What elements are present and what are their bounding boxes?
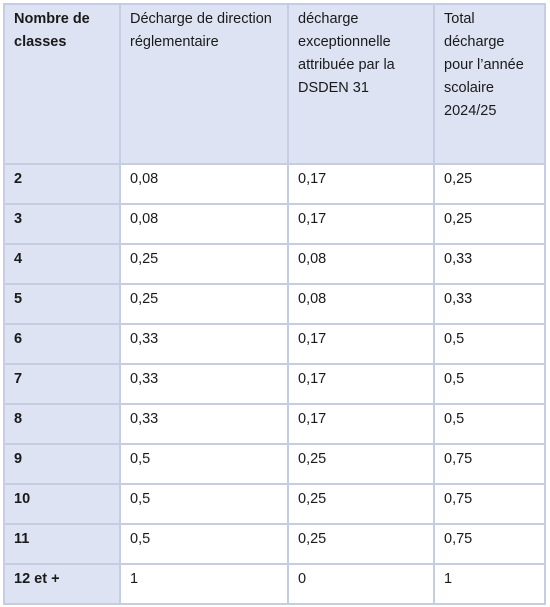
cell-exceptionnelle: 0,25 [287, 483, 435, 525]
cell-total: 0,75 [433, 443, 546, 485]
cell-total: 0,5 [433, 403, 546, 445]
cell-exceptionnelle: 0,17 [287, 363, 435, 405]
cell-reglementaire: 0,08 [119, 203, 289, 245]
header-row: Nombre de classes Décharge de direction … [3, 3, 546, 165]
cell-total: 0,33 [433, 283, 546, 325]
cell-classes: 9 [3, 443, 121, 485]
cell-reglementaire: 0,25 [119, 283, 289, 325]
cell-reglementaire: 0,5 [119, 523, 289, 565]
header-decharge-exceptionnelle: décharge exceptionnelle attribuée par la… [287, 3, 435, 165]
table-row: 4 0,25 0,08 0,33 [3, 243, 546, 285]
header-total-decharge: Total décharge pour l’année scolaire 202… [433, 3, 546, 165]
table-row: 9 0,5 0,25 0,75 [3, 443, 546, 485]
header-decharge-reglementaire: Décharge de direction réglementaire [119, 3, 289, 165]
cell-exceptionnelle: 0,25 [287, 443, 435, 485]
table-row: 3 0,08 0,17 0,25 [3, 203, 546, 245]
cell-classes: 12 et + [3, 563, 121, 605]
cell-classes: 10 [3, 483, 121, 525]
cell-exceptionnelle: 0,17 [287, 163, 435, 205]
cell-exceptionnelle: 0,08 [287, 283, 435, 325]
cell-exceptionnelle: 0,17 [287, 323, 435, 365]
table-header: Nombre de classes Décharge de direction … [3, 3, 546, 165]
cell-exceptionnelle: 0,17 [287, 203, 435, 245]
cell-reglementaire: 0,33 [119, 323, 289, 365]
cell-total: 0,25 [433, 163, 546, 205]
table-row: 2 0,08 0,17 0,25 [3, 163, 546, 205]
cell-total: 0,75 [433, 523, 546, 565]
table-row: 6 0,33 0,17 0,5 [3, 323, 546, 365]
cell-total: 0,33 [433, 243, 546, 285]
cell-classes: 7 [3, 363, 121, 405]
cell-exceptionnelle: 0,08 [287, 243, 435, 285]
table-row: 12 et + 1 0 1 [3, 563, 546, 605]
cell-classes: 8 [3, 403, 121, 445]
table-row: 7 0,33 0,17 0,5 [3, 363, 546, 405]
cell-classes: 4 [3, 243, 121, 285]
cell-total: 0,5 [433, 323, 546, 365]
decharge-table: Nombre de classes Décharge de direction … [3, 3, 546, 605]
table-row: 11 0,5 0,25 0,75 [3, 523, 546, 565]
cell-classes: 3 [3, 203, 121, 245]
cell-exceptionnelle: 0,17 [287, 403, 435, 445]
cell-classes: 6 [3, 323, 121, 365]
cell-reglementaire: 1 [119, 563, 289, 605]
cell-reglementaire: 0,5 [119, 443, 289, 485]
table-body: 2 0,08 0,17 0,25 3 0,08 0,17 0,25 4 0,25… [3, 163, 546, 605]
cell-exceptionnelle: 0,25 [287, 523, 435, 565]
cell-classes: 2 [3, 163, 121, 205]
cell-total: 0,25 [433, 203, 546, 245]
cell-exceptionnelle: 0 [287, 563, 435, 605]
cell-total: 0,75 [433, 483, 546, 525]
cell-reglementaire: 0,33 [119, 363, 289, 405]
header-nombre-classes: Nombre de classes [3, 3, 121, 165]
cell-total: 0,5 [433, 363, 546, 405]
table-row: 5 0,25 0,08 0,33 [3, 283, 546, 325]
cell-reglementaire: 0,08 [119, 163, 289, 205]
cell-reglementaire: 0,25 [119, 243, 289, 285]
cell-classes: 11 [3, 523, 121, 565]
table-row: 8 0,33 0,17 0,5 [3, 403, 546, 445]
cell-total: 1 [433, 563, 546, 605]
cell-classes: 5 [3, 283, 121, 325]
cell-reglementaire: 0,33 [119, 403, 289, 445]
cell-reglementaire: 0,5 [119, 483, 289, 525]
table-row: 10 0,5 0,25 0,75 [3, 483, 546, 525]
